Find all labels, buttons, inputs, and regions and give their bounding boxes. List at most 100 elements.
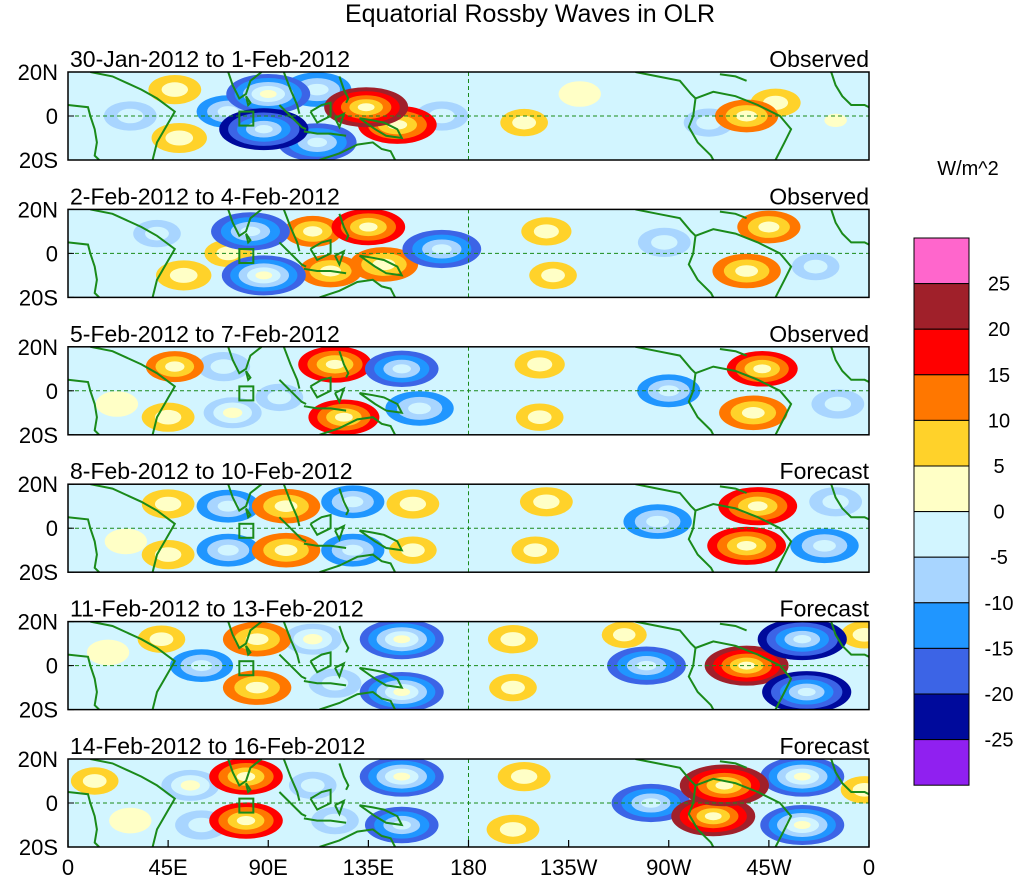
anomaly-cell — [209, 759, 283, 795]
anomaly-cell — [209, 802, 283, 839]
anomaly-cell — [141, 489, 195, 519]
colorbar-swatch — [913, 602, 970, 649]
contour-band — [696, 115, 722, 130]
coastline — [319, 141, 396, 160]
coastline — [282, 484, 301, 527]
coastline — [358, 254, 404, 277]
anomaly-cell — [811, 389, 865, 419]
x-tick-label: 90E — [249, 855, 288, 880]
contour-band — [393, 688, 411, 696]
coastline — [227, 72, 263, 100]
contour-band — [399, 496, 427, 512]
coastline — [309, 238, 332, 262]
coastline — [278, 791, 307, 818]
colorbar-tick-label: 25 — [988, 274, 1010, 296]
colorbar-tick-label: 20 — [988, 319, 1010, 341]
contour-band — [245, 681, 269, 694]
y-tick-label: 20S — [19, 698, 58, 723]
coastline — [309, 376, 332, 399]
anomaly-cell — [298, 346, 372, 383]
colorbar-tick-label: -15 — [985, 638, 1014, 660]
contour-band — [357, 103, 375, 112]
y-tick-label: 20S — [19, 423, 58, 448]
contour-band — [165, 130, 194, 146]
index-region-box — [238, 110, 255, 127]
x-tick-label: 0 — [62, 855, 74, 880]
x-tick-label: 135W — [540, 855, 598, 880]
colorbar-swatch — [913, 283, 970, 330]
anomaly-cell — [251, 532, 321, 568]
contour-band — [188, 817, 215, 833]
anomaly-cell — [718, 487, 798, 526]
contour-band — [852, 782, 869, 797]
contour-band — [400, 543, 425, 558]
contour-band — [793, 635, 812, 644]
index-region-box — [238, 522, 255, 539]
colorbar-units-label: W/m^2 — [937, 158, 999, 180]
contour-band — [325, 359, 345, 369]
anomaly-cell — [109, 807, 152, 834]
contour-band — [613, 628, 636, 642]
coastline — [319, 828, 396, 847]
anomaly-cell — [95, 391, 139, 417]
coastline — [334, 524, 346, 542]
coastline — [303, 267, 347, 275]
contour-band — [145, 226, 169, 241]
coastline — [68, 653, 100, 710]
contour-band — [793, 821, 811, 829]
contour-band — [735, 265, 759, 277]
coastline — [635, 346, 697, 374]
contour-band — [210, 359, 237, 374]
y-tick-label: 0 — [46, 654, 58, 679]
contour-band — [523, 543, 548, 558]
colorbar: 25 20 15 10 5 0 -5 -10 -15 -20 -25 — [913, 237, 1014, 786]
colorbar-tick-label: 10 — [988, 410, 1010, 432]
coastline — [245, 645, 252, 657]
panel-date-range: 30-Jan-2012 to 1-Feb-2012 — [70, 46, 350, 72]
coastline — [278, 241, 307, 268]
y-tick-label: 20S — [19, 835, 58, 860]
contour-band — [267, 390, 292, 405]
coastline — [687, 98, 715, 160]
anomaly-cell — [156, 260, 212, 291]
colorbar-tick-label: 15 — [988, 365, 1010, 387]
contour-band — [527, 410, 552, 425]
colorbar-tick-label: -25 — [985, 730, 1014, 752]
anomaly-cell — [487, 625, 539, 654]
anomaly-cell — [104, 528, 148, 555]
panel-date-range: 14-Feb-2012 to 16-Feb-2012 — [70, 733, 365, 759]
contour-band — [216, 246, 241, 261]
coastline — [282, 621, 301, 664]
anomaly-cell — [791, 252, 840, 281]
coastline — [319, 278, 396, 298]
panel: 2-Feb-2012 to 4-Feb-2012 Observed 20N 0 20S — [18, 183, 870, 310]
colorbar-tick-label: 0 — [993, 502, 1004, 524]
contour-band — [342, 544, 364, 556]
coastline — [635, 621, 697, 649]
coastline — [687, 373, 715, 435]
contour-band — [109, 807, 152, 834]
coastline — [319, 553, 396, 573]
contour-band — [255, 271, 273, 280]
anomaly-cell — [133, 219, 181, 248]
coastline — [338, 763, 350, 791]
anomaly-cell — [737, 210, 801, 244]
contour-band — [254, 125, 273, 134]
anomaly-cell — [637, 227, 691, 257]
contour-band — [431, 244, 452, 254]
x-axis: 0 45E 90E 135E 180 135W 90W 45W 0 — [62, 840, 875, 880]
anomaly-cell — [386, 489, 440, 519]
anomaly-cell — [760, 759, 845, 797]
contour-band — [824, 396, 852, 412]
colorbar-tick-label: -10 — [985, 593, 1014, 615]
contour-band — [335, 412, 353, 422]
anomaly-cell — [623, 504, 692, 539]
anomaly-cell — [486, 814, 540, 845]
panel-status: Forecast — [780, 596, 870, 622]
anomaly-cell — [321, 485, 385, 519]
coastline — [719, 622, 747, 632]
anomaly-cell — [601, 621, 647, 649]
contour-band — [236, 816, 256, 826]
contour-band — [222, 407, 243, 418]
colorbar-swatch — [913, 511, 970, 558]
